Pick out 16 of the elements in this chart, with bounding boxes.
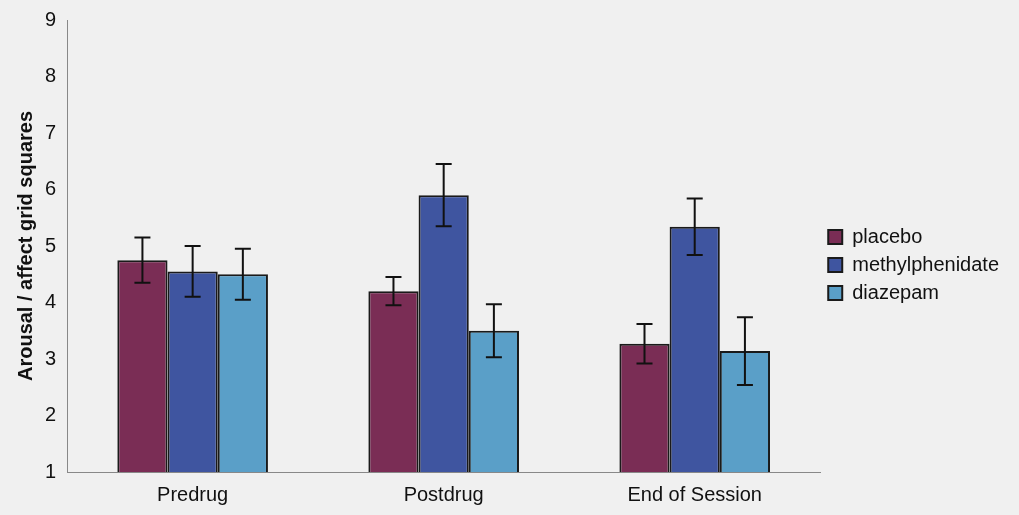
y-tick-label: 4 xyxy=(45,290,57,313)
y-tick-label: 6 xyxy=(45,177,57,200)
y-tick-label: 7 xyxy=(45,120,57,143)
y-axis-title: Arousal / affect grid squares xyxy=(13,110,36,382)
x-tick-label: Predrug xyxy=(157,482,229,505)
y-tick-label: 3 xyxy=(45,346,57,369)
legend-label: placebo xyxy=(852,224,923,247)
y-tick-label: 9 xyxy=(45,7,57,30)
x-tick-label: End of Session xyxy=(627,482,762,505)
y-tick-label: 2 xyxy=(45,403,57,426)
y-tick-label: 5 xyxy=(45,233,57,256)
legend-label: diazepam xyxy=(852,280,939,303)
y-tick-label: 1 xyxy=(45,459,57,482)
legend-label: methylphenidate xyxy=(852,252,1000,275)
x-tick-label: Postdrug xyxy=(403,482,484,505)
y-tick-label: 8 xyxy=(45,64,57,87)
